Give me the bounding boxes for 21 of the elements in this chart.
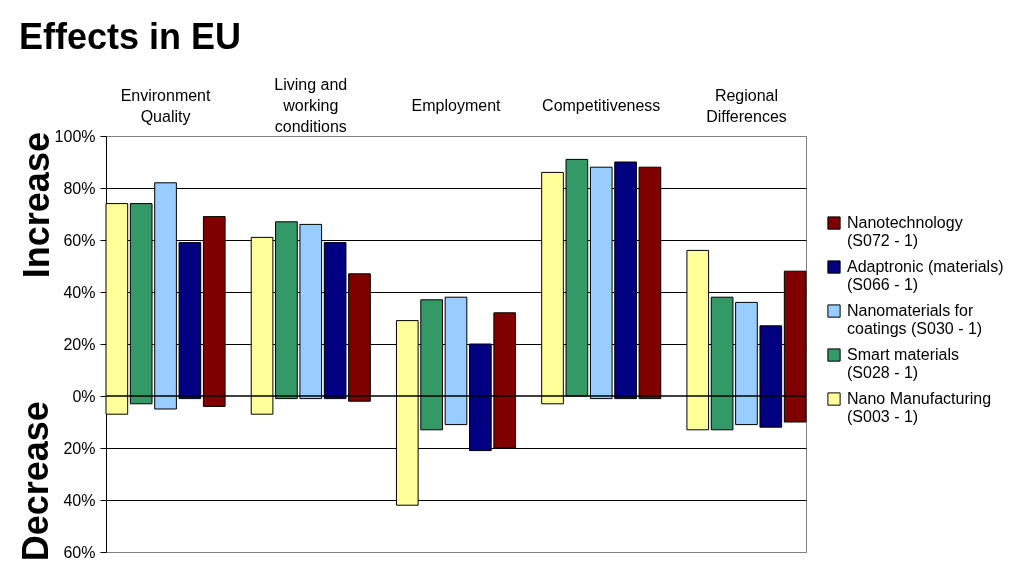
y-tick-label: 0%	[72, 387, 96, 405]
y-tick-label: 40%	[63, 283, 96, 301]
text: Decrease	[15, 401, 56, 562]
y-tick-label: 40%	[63, 491, 96, 509]
x-tick-label: Employment	[411, 96, 502, 114]
x-tick-label: Competitiveness	[542, 96, 661, 114]
legend-label: Smart materials (S028 - 1)	[847, 346, 960, 382]
y-tick-label: 80%	[63, 179, 96, 197]
y-tick-label: 60%	[63, 543, 96, 561]
legend-label: Nanomaterials for coatings (S030 - 1)	[847, 302, 983, 338]
y-tick-label: 20%	[63, 335, 96, 353]
x-tick-label: Regional Differences	[706, 86, 787, 125]
y-tick-label: 60%	[63, 231, 96, 249]
x-tick-label: Environment Quality	[120, 86, 211, 125]
y-tick-label: 100%	[54, 127, 96, 145]
chart-title: Effects in EU	[19, 16, 242, 57]
y-tick-label: 20%	[63, 439, 96, 457]
x-tick-label: Living and working conditions	[274, 75, 348, 135]
legend-label: Nanotechnology (S072 - 1)	[847, 214, 963, 250]
legend-label: Adaptronic (materials) (S066 - 1)	[847, 258, 1004, 294]
legend-label: Nano Manufacturing (S003 - 1)	[847, 390, 992, 426]
